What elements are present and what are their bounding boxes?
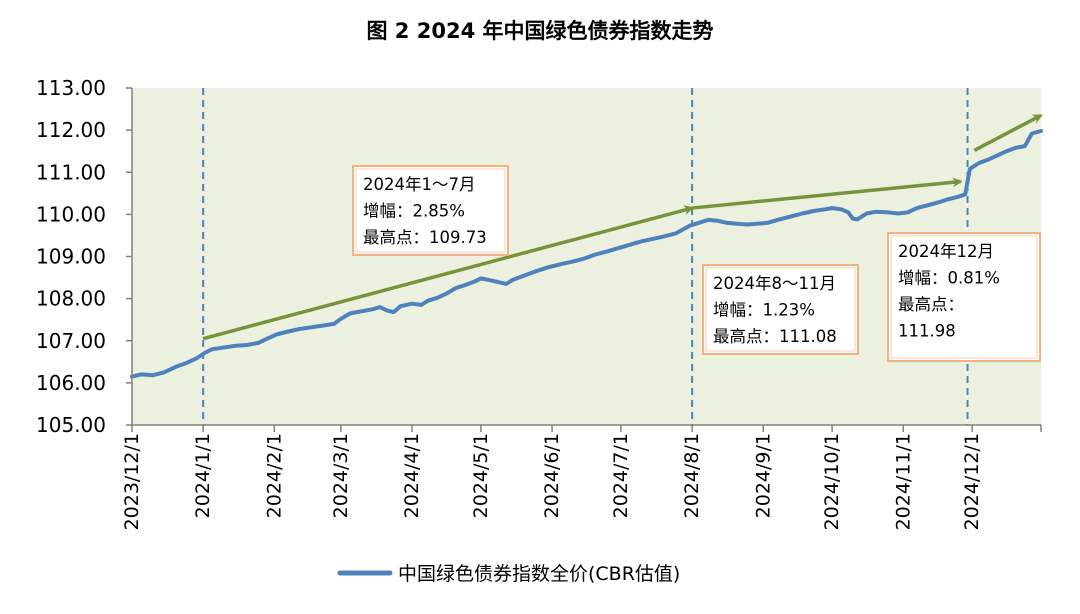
- y-tick-label-3: 108.00: [36, 287, 106, 311]
- x-tick-label-2: 2024/2/1: [263, 433, 285, 518]
- annotation-line: 最高点：: [898, 295, 964, 314]
- y-tick-label-5: 110.00: [36, 202, 106, 226]
- x-tick-label-3: 2024/3/1: [330, 433, 352, 518]
- trend-arrows: [202, 113, 1043, 341]
- annotation-frame-1: [702, 264, 859, 355]
- x-tick-label-10: 2024/10/1: [821, 433, 843, 530]
- annotation-line: 增幅：2.85%: [363, 202, 465, 221]
- annotation-line: 最高点：109.73: [363, 228, 487, 247]
- annotation-line: 2024年12月: [898, 242, 994, 261]
- x-tick-label-4: 2024/4/1: [401, 433, 423, 518]
- x-tick-label-7: 2024/7/1: [610, 433, 632, 518]
- y-tick-label-0: 105.00: [36, 413, 106, 437]
- x-tick-label-6: 2024/6/1: [541, 433, 563, 518]
- annotation-line: 111.98: [898, 322, 956, 341]
- series-layer: [130, 129, 1043, 379]
- y-tick-label-1: 106.00: [36, 371, 106, 395]
- annotation-line: 最高点：111.08: [713, 327, 837, 346]
- y-tick-label-7: 112.00: [36, 118, 106, 142]
- y-tick-label-8: 113.00: [36, 76, 106, 100]
- y-tick-label-6: 111.00: [36, 160, 106, 184]
- trend-arrow-1: [691, 177, 963, 210]
- chart-title: 图 2 2024 年中国绿色债券指数走势: [367, 19, 714, 43]
- legend-label: 中国绿色债券指数全价(CBR估值): [398, 563, 680, 585]
- annotation-frame-2: [887, 232, 1041, 362]
- annotation-frame-0: [352, 165, 509, 256]
- annotations: 2024年1～7月增幅：2.85%最高点：109.732024年8～11月增幅：…: [352, 165, 1041, 362]
- y-tick-label-4: 109.00: [36, 245, 106, 269]
- annotation-inner-frame-2: [890, 235, 1038, 359]
- trend-arrow-0: [202, 205, 695, 341]
- x-tick-label-12: 2024/12/1: [961, 433, 983, 530]
- annotation-inner-frame-1: [705, 267, 856, 352]
- legend: 中国绿色债券指数全价(CBR估值): [337, 563, 680, 585]
- series-line-0: [130, 129, 1043, 379]
- trend-arrow-2: [973, 113, 1043, 152]
- x-tick-label-1: 2024/1/1: [192, 433, 214, 518]
- annotation-line: 2024年8～11月: [713, 274, 836, 293]
- x-tick-label-0: 2023/12/1: [121, 433, 143, 530]
- annotation-line: 增幅：0.81%: [898, 269, 1000, 288]
- x-axis-ticks: 2023/12/1 2024/1/1 2024/2/1 2024/3/1 2024/4/…: [121, 425, 1042, 530]
- x-tick-label-9: 2024/9/1: [752, 433, 774, 518]
- y-axis-ticks: 105.00 106.00 107.00 108.00 109.00 110.00 111.…: [36, 76, 132, 437]
- annotation-line: 增幅：1.23%: [713, 301, 815, 320]
- y-tick-label-2: 107.00: [36, 329, 106, 353]
- annotation-inner-frame-0: [355, 168, 506, 253]
- x-tick-label-8: 2024/8/1: [681, 433, 703, 518]
- x-tick-label-5: 2024/5/1: [470, 433, 492, 518]
- annotation-line: 2024年1～7月: [363, 175, 476, 194]
- x-tick-label-11: 2024/11/1: [892, 433, 914, 530]
